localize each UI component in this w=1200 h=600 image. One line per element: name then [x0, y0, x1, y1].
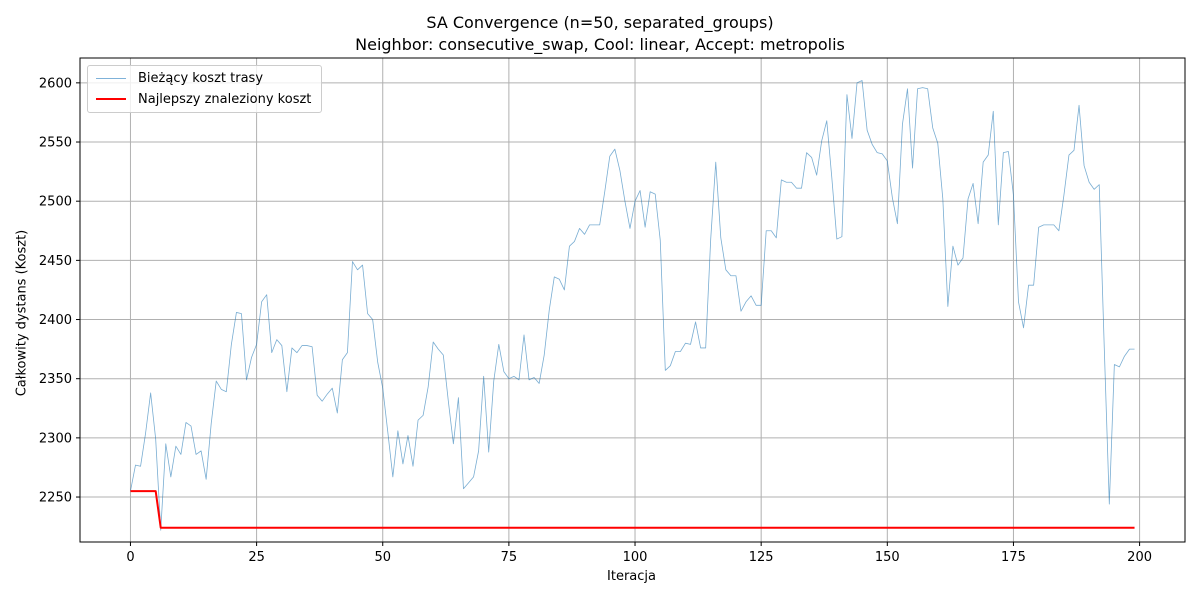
y-tick-label: 2600 [39, 76, 72, 91]
legend: Bieżący koszt trasy Najlepszy znaleziony… [87, 65, 322, 113]
x-tick-label: 200 [1127, 550, 1152, 565]
x-tick-label: 100 [623, 550, 648, 565]
y-tick-label: 2250 [39, 491, 72, 506]
y-tick-label: 2450 [39, 254, 72, 269]
x-tick-label: 50 [374, 550, 391, 565]
legend-label-current: Bieżący koszt trasy [138, 70, 264, 86]
plot-frame [79, 57, 1186, 543]
x-tick-label: 75 [501, 550, 518, 565]
series-lines [130, 80, 1135, 531]
current-cost-line [130, 80, 1135, 531]
x-tick-label: 150 [875, 550, 900, 565]
best-cost-line [130, 490, 1135, 529]
x-axis-label: Iteracja [607, 569, 656, 584]
y-tick-label: 2400 [39, 313, 72, 328]
y-tick-label: 2300 [39, 431, 72, 446]
legend-swatch-best [96, 98, 126, 100]
x-tick-label: 0 [126, 550, 134, 565]
x-tick-label: 125 [749, 550, 774, 565]
y-axis-label: Całkowity dystans (Koszt) [14, 229, 30, 397]
axis-ticks: 0 25 50 75 100 125 150 175 200225023002350240024… [39, 76, 1152, 565]
chart-title: SA Convergence (n=50, separated_groups) [426, 13, 774, 32]
chart-subtitle: Neighbor: consecutive_swap, Cool: linear… [355, 35, 845, 54]
y-tick-label: 2500 [39, 195, 72, 210]
y-tick-label: 2350 [39, 372, 72, 387]
legend-label-best: Najlepszy znaleziony koszt [138, 91, 312, 107]
x-tick-label: 25 [248, 550, 265, 565]
grid [80, 58, 1185, 542]
y-tick-label: 2550 [39, 136, 72, 151]
legend-swatch-current [96, 77, 126, 79]
legend-entry-best: Najlepszy znaleziony koszt [96, 89, 311, 109]
legend-entry-current: Bieżący koszt trasy [96, 68, 263, 88]
x-tick-label: 175 [1001, 550, 1026, 565]
